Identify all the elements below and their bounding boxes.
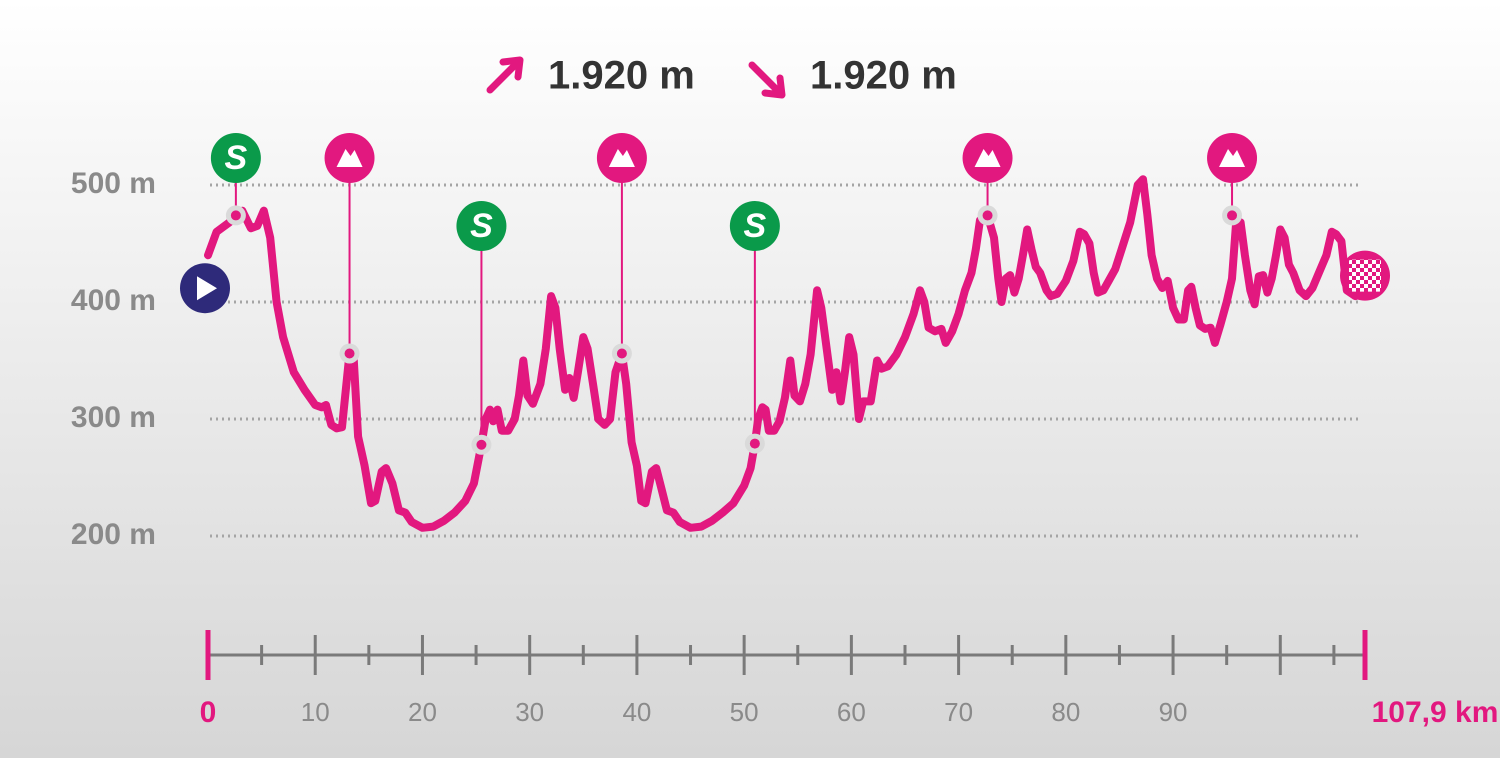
climb-dot — [1227, 210, 1238, 221]
mountain — [1219, 149, 1246, 167]
mountain — [974, 149, 1001, 167]
x-tick-label: 50 — [730, 697, 759, 727]
x-tick-label: 40 — [622, 697, 651, 727]
x-tick-label: 80 — [1051, 697, 1080, 727]
descent: 1.920 m — [810, 54, 957, 98]
sprint-dot — [749, 438, 760, 449]
y-tick-label: 400 m — [71, 284, 156, 317]
x-tick-label: 10 — [301, 697, 330, 727]
x-tick-label: 107,9 km — [1372, 696, 1499, 729]
sprint-badge — [210, 133, 261, 183]
sprint-badge — [456, 201, 507, 251]
x-tick-label: 0 — [200, 696, 217, 729]
sprint-icon: S — [456, 201, 507, 251]
sprint-symbol: S — [744, 207, 767, 245]
climb-icon — [962, 133, 1013, 183]
sprint-icon: S — [210, 133, 261, 183]
climb-icon — [324, 133, 375, 183]
descent-icon — [748, 61, 786, 99]
sprint-badge — [729, 201, 780, 251]
y-tick-label: 200 m — [71, 518, 156, 551]
mountain — [608, 149, 635, 167]
x-tick-label: 20 — [408, 697, 437, 727]
climb-icon — [1207, 133, 1258, 183]
sprint-symbol: S — [470, 207, 493, 245]
sprint-symbol: S — [225, 139, 248, 177]
x-tick-label: 70 — [944, 697, 973, 727]
climb-dot — [616, 348, 627, 359]
sprint-icon: S — [729, 201, 780, 251]
x-tick-label: 30 — [515, 697, 544, 727]
ascent: 1.920 m — [548, 54, 695, 98]
climb-dot — [344, 348, 355, 359]
climb-dot — [982, 210, 993, 221]
sprint-dot — [476, 439, 487, 450]
mountain — [336, 149, 363, 167]
finish-flag — [1349, 259, 1381, 292]
x-tick-label: 60 — [837, 697, 866, 727]
elevation-line — [204, 175, 1369, 532]
y-tick-label: 500 m — [71, 167, 156, 200]
x-tick-label: 90 — [1159, 697, 1188, 727]
header: 1.920 m 1.920 m — [486, 54, 957, 99]
ascent-icon — [486, 56, 524, 94]
start-arrow — [197, 276, 217, 301]
climb-icon — [596, 133, 647, 183]
y-tick-label: 300 m — [71, 401, 156, 434]
sprint-dot — [230, 210, 241, 221]
